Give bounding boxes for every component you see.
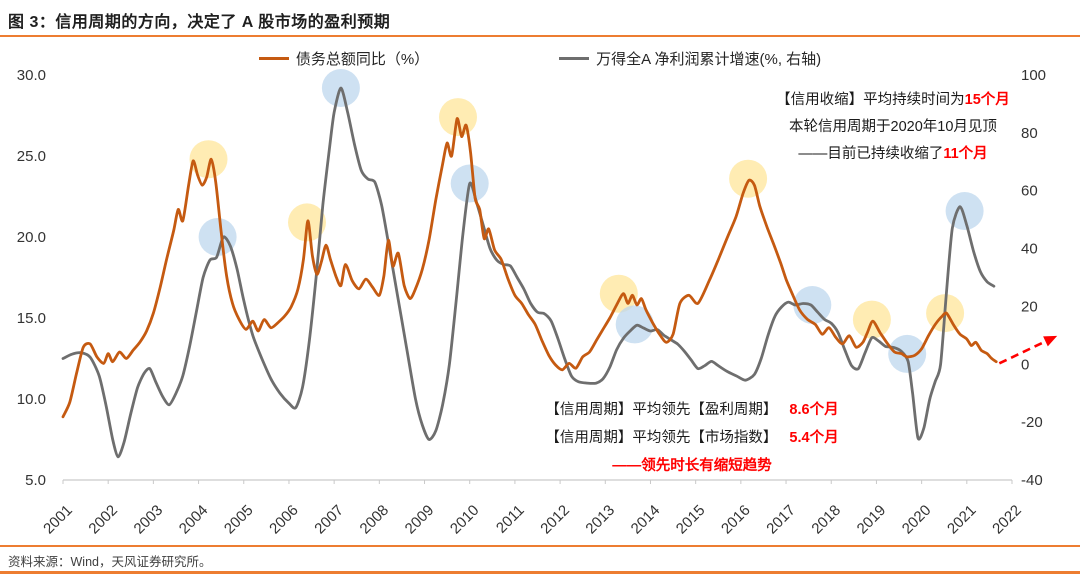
x-axis-label: 2008 [357, 502, 393, 538]
legend-label: 债务总额同比（%） [295, 51, 430, 68]
x-axis-label: 2022 [989, 502, 1025, 538]
x-axis-label: 2012 [537, 502, 573, 538]
orange-line-marker-icon [258, 57, 289, 60]
y-axis-left-label: 5.0 [25, 472, 46, 489]
annotation-text: 【信用周期】平均领先【市场指数】 [545, 430, 778, 446]
legend-item-debt-growth: 债务总额同比（%） [258, 48, 430, 69]
y-axis-left-label: 10.0 [17, 391, 46, 408]
x-axis-label: 2001 [40, 502, 76, 538]
legend-label: 万得全A 净利润累计增速(%, 右轴) [596, 51, 822, 68]
y-axis-left-label: 20.0 [17, 229, 46, 246]
highlight-circle-yellow [189, 140, 228, 179]
annotation-line: ——目前已持续收缩了11个月 [748, 141, 1038, 168]
y-axis-right-label: 20 [1021, 298, 1038, 315]
y-axis-right-label: -20 [1021, 414, 1043, 431]
chart-legend: 债务总额同比（%） 万得全A 净利润累计增速(%, 右轴) [0, 48, 1080, 69]
annotation-highlight: 11个月 [943, 146, 988, 162]
debt-growth-line [61, 117, 998, 419]
lead-lag-annotation: 【信用周期】平均领先【盈利周期】 8.6个月 【信用周期】平均领先【市场指数】 5.… [512, 396, 872, 480]
annotation-line: 【信用周期】平均领先【盈利周期】 8.6个月 [512, 396, 872, 424]
x-axis-label: 2007 [311, 502, 347, 538]
gray-line-marker-icon [559, 57, 590, 60]
annotation-text: 【信用周期】平均领先【盈利周期】 [545, 402, 778, 418]
credit-contraction-annotation: 【信用收缩】平均持续时间为15个月 本轮信用周期于2020年10月见顶 ——目前… [748, 87, 1038, 168]
x-axis-label: 2014 [628, 502, 664, 538]
y-axis-right-label: 0 [1021, 356, 1029, 373]
y-axis-left-label: 15.0 [17, 310, 46, 327]
profit-growth-line [61, 86, 996, 459]
annotation-line: 【信用周期】平均领先【市场指数】 5.4个月 [512, 424, 872, 452]
x-axis-label: 2003 [131, 502, 167, 538]
annotation-highlight: 15个月 [964, 92, 1010, 108]
footer-divider [0, 545, 1080, 547]
annotation-line: ——领先时长有缩短趋势 [612, 458, 772, 474]
annotation-highlight: 8.6个月 [789, 402, 839, 418]
forecast-arrowhead-icon [1043, 335, 1058, 347]
x-axis-label: 2004 [176, 502, 212, 538]
x-axis-label: 2021 [944, 502, 980, 538]
highlight-circle-blue [945, 192, 984, 230]
x-axis-label: 2013 [582, 502, 618, 538]
y-axis-right-label: 100 [1021, 67, 1046, 84]
highlight-circle-blue [888, 334, 927, 373]
x-axis-label: 2002 [85, 502, 121, 538]
x-axis-label: 2017 [763, 502, 799, 538]
y-axis-right-label: 40 [1021, 241, 1038, 258]
annotation-line: 本轮信用周期于2020年10月见顶 [789, 119, 997, 135]
x-axis-label: 2015 [673, 502, 709, 538]
x-axis-label: 2020 [899, 502, 935, 538]
y-axis-right-label: -40 [1021, 472, 1043, 489]
x-axis-label: 2005 [221, 502, 257, 538]
annotation-highlight: 5.4个月 [789, 430, 839, 446]
highlight-circle-blue [198, 218, 237, 256]
x-axis-label: 2010 [447, 502, 483, 538]
x-axis-label: 2016 [718, 502, 754, 538]
y-axis-left-label: 30.0 [17, 67, 46, 84]
figure-title: 图 3：信用周期的方向，决定了 A 股市场的盈利预期 [8, 14, 391, 31]
highlight-circle-yellow [439, 98, 477, 137]
annotation-text: ——目前已持续收缩了 [798, 146, 944, 162]
y-axis-right-label: 80 [1021, 125, 1038, 142]
annotation-line: 【信用收缩】平均持续时间为15个月 [748, 87, 1038, 114]
annotation-text: 【信用收缩】平均持续时间为 [776, 92, 965, 108]
source-note: 资料来源：Wind，天风证券研究所。 [8, 555, 212, 569]
highlight-circle-yellow [852, 300, 891, 339]
title-divider [0, 35, 1080, 37]
legend-item-profit-growth: 万得全A 净利润累计增速(%, 右轴) [559, 48, 821, 69]
y-axis-right-label: 60 [1021, 183, 1038, 200]
y-axis-left-label: 25.0 [17, 148, 46, 165]
x-axis-label: 2019 [854, 502, 890, 538]
x-axis-label: 2018 [808, 502, 844, 538]
highlight-circle-blue [615, 305, 654, 344]
x-axis-label: 2011 [493, 502, 528, 537]
x-axis-label: 2009 [402, 502, 438, 538]
highlight-circle-yellow [729, 159, 768, 198]
x-axis-label: 2006 [266, 502, 302, 538]
